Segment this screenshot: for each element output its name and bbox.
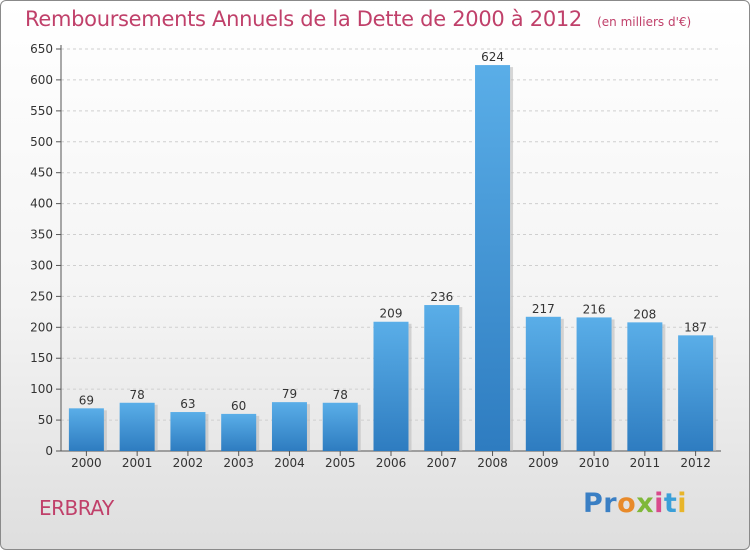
labels: 0 50 100 150 200 250 300 350 400 450 500 550 600 650 2… xyxy=(30,42,711,470)
data-label: 209 xyxy=(380,307,403,321)
bar xyxy=(576,317,612,451)
y-tick-label: 450 xyxy=(30,166,53,180)
logo-letter: t xyxy=(663,488,678,519)
x-tick-label: 2011 xyxy=(630,456,661,470)
x-tick-label: 2000 xyxy=(71,456,102,470)
bar xyxy=(68,408,104,451)
y-tick-label: 650 xyxy=(30,42,53,56)
y-tick-label: 500 xyxy=(30,135,53,149)
bar xyxy=(322,402,358,451)
x-tick-label: 2009 xyxy=(528,456,559,470)
y-tick-label: 0 xyxy=(45,444,53,458)
y-tick-label: 150 xyxy=(30,351,53,365)
data-label: 217 xyxy=(532,302,555,316)
bar xyxy=(678,335,714,451)
bar xyxy=(119,402,155,451)
y-tick-label: 50 xyxy=(38,413,53,427)
bar xyxy=(475,65,511,451)
y-tick-label: 400 xyxy=(30,197,53,211)
bar xyxy=(424,305,460,451)
data-label: 69 xyxy=(79,393,94,407)
chart-title: Remboursements Annuels de la Dette de 20… xyxy=(25,7,691,31)
y-tick-label: 350 xyxy=(30,228,53,242)
data-label: 63 xyxy=(180,397,195,411)
bar xyxy=(271,402,307,451)
data-label: 78 xyxy=(130,388,145,402)
x-tick-label: 2008 xyxy=(477,456,508,470)
bar xyxy=(373,321,409,451)
logo-letter: i xyxy=(654,488,664,519)
chart-title-text: Remboursements Annuels de la Dette de 20… xyxy=(25,7,582,31)
y-tick-label: 550 xyxy=(30,104,53,118)
x-tick-label: 2007 xyxy=(426,456,457,470)
y-tick-label: 200 xyxy=(30,320,53,334)
logo-letter: x xyxy=(636,488,655,519)
bar xyxy=(221,413,257,451)
proxiti-logo: Proxiti xyxy=(583,488,687,519)
data-label: 216 xyxy=(583,302,606,316)
data-label: 79 xyxy=(282,387,297,401)
x-tick-label: 2003 xyxy=(223,456,254,470)
y-tick-label: 100 xyxy=(30,382,53,396)
data-label: 60 xyxy=(231,399,246,413)
location-label: ERBRAY xyxy=(39,496,114,520)
logo-letter: i xyxy=(677,488,688,519)
x-tick-label: 2012 xyxy=(680,456,711,470)
x-tick-label: 2005 xyxy=(325,456,356,470)
logo-letter: r xyxy=(603,488,618,519)
data-label: 78 xyxy=(333,388,348,402)
x-tick-label: 2010 xyxy=(579,456,610,470)
y-tick-label: 600 xyxy=(30,73,53,87)
x-tick-label: 2001 xyxy=(122,456,153,470)
bar xyxy=(627,322,663,451)
x-tick-label: 2004 xyxy=(274,456,305,470)
logo-letter: P xyxy=(583,488,604,519)
y-tick-label: 250 xyxy=(30,289,53,303)
logo-letter: o xyxy=(617,488,637,519)
y-tick-label: 300 xyxy=(30,258,53,272)
data-label: 208 xyxy=(633,307,656,321)
data-label: 236 xyxy=(430,290,453,304)
x-tick-label: 2002 xyxy=(173,456,204,470)
bar xyxy=(525,316,561,451)
x-tick-label: 2006 xyxy=(376,456,407,470)
data-label: 187 xyxy=(684,320,707,334)
chart-unit-text: (en milliers d'€) xyxy=(597,15,692,29)
bars xyxy=(68,65,717,451)
bar xyxy=(170,412,206,451)
data-label: 624 xyxy=(481,50,504,64)
